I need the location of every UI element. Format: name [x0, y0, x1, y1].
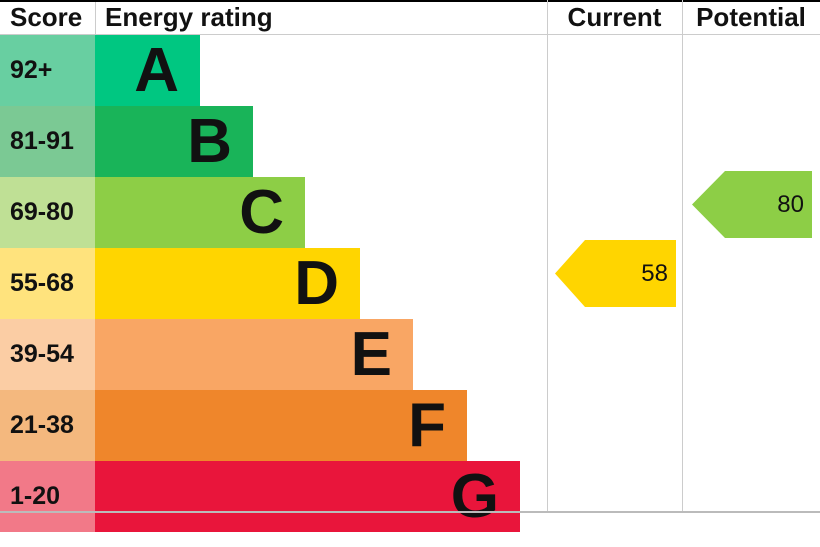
current-arrow-shape [555, 240, 676, 307]
band-rows: 92+ A 81-91 B 69-80 C 55-68 D 39-54 E 21… [0, 35, 820, 532]
current-rating-value: 58 [641, 259, 668, 287]
left-arrow-icon [692, 171, 812, 238]
band-row-e: 39-54 E [0, 319, 820, 390]
band-row-g: 1-20 G [0, 461, 820, 532]
band-row-c: 69-80 C [0, 177, 820, 248]
current-rating-arrow: 58 [555, 240, 676, 307]
top-border [0, 0, 820, 2]
potential-column-divider [682, 0, 683, 513]
header-divider [0, 34, 820, 35]
score-cell-g: 1-20 [0, 461, 95, 532]
header-row: Score Energy rating Current Potential [0, 2, 820, 34]
band-row-d: 55-68 D [0, 248, 820, 319]
score-cell-d: 55-68 [0, 248, 95, 319]
bottom-border [0, 511, 820, 513]
potential-arrow-shape [692, 171, 812, 238]
score-cell-c: 69-80 [0, 177, 95, 248]
left-arrow-icon [555, 240, 676, 307]
band-row-f: 21-38 F [0, 390, 820, 461]
band-bar-c: C [95, 177, 305, 248]
band-bar-b: B [95, 106, 253, 177]
header-score: Score [10, 2, 83, 32]
potential-rating-value: 80 [777, 190, 804, 218]
band-bar-g: G [95, 461, 520, 532]
band-bar-e: E [95, 319, 413, 390]
current-column-divider [547, 0, 548, 513]
band-row-a: 92+ A [0, 35, 820, 106]
header-potential: Potential [696, 2, 806, 32]
score-column-divider [95, 2, 96, 34]
potential-rating-arrow: 80 [692, 171, 812, 238]
band-bar-f: F [95, 390, 467, 461]
score-cell-e: 39-54 [0, 319, 95, 390]
band-bar-d: D [95, 248, 360, 319]
header-energy-rating: Energy rating [105, 2, 273, 32]
header-current: Current [567, 2, 662, 32]
score-cell-f: 21-38 [0, 390, 95, 461]
score-cell-a: 92+ [0, 35, 95, 106]
band-bar-a: A [95, 35, 200, 106]
score-cell-b: 81-91 [0, 106, 95, 177]
band-row-b: 81-91 B [0, 106, 820, 177]
